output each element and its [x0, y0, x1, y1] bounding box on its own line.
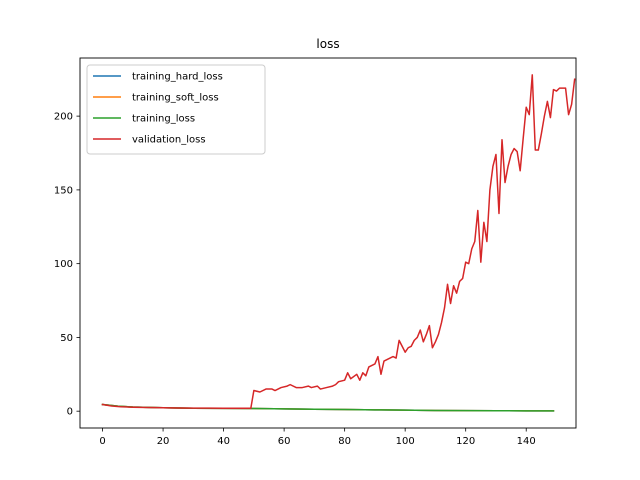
y-tick-label: 100: [54, 259, 73, 270]
legend-label: validation_loss: [132, 135, 206, 146]
x-tick-label: 40: [217, 436, 230, 447]
legend-label: training_loss: [132, 114, 195, 125]
x-tick-label: 120: [456, 436, 475, 447]
y-tick-label: 200: [54, 112, 73, 123]
x-tick-label: 140: [517, 436, 536, 447]
legend-label: training_soft_loss: [132, 93, 219, 104]
y-tick-label: 0: [67, 407, 73, 418]
x-tick-label: 100: [396, 436, 415, 447]
legend: training_hard_loss training_soft_losstrai…: [87, 65, 265, 154]
x-tick-label: 0: [99, 436, 105, 447]
y-tick-label: 50: [60, 333, 73, 344]
y-tick-label: 150: [54, 185, 73, 196]
chart-title: loss: [316, 37, 339, 51]
x-tick-label: 60: [278, 436, 291, 447]
legend-label: training_hard_loss: [132, 72, 223, 83]
x-tick-label: 20: [157, 436, 170, 447]
x-tick-label: 80: [338, 436, 351, 447]
